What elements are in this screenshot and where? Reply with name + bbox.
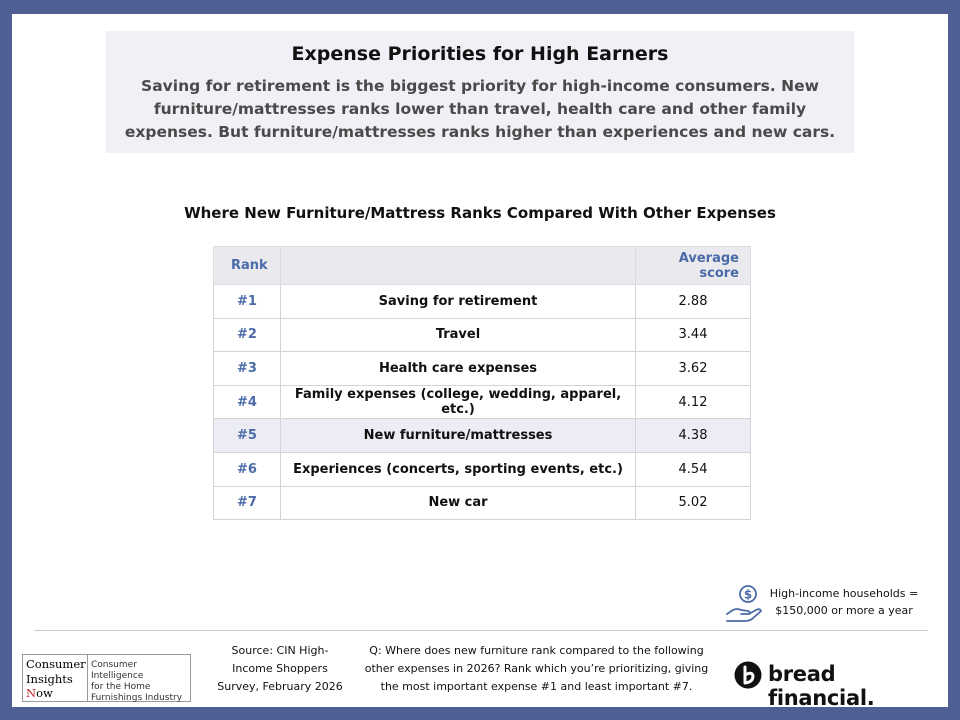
page-title: Expense Priorities for High Earners bbox=[291, 43, 669, 65]
table-row: #3 Health care expenses 3.62 bbox=[213, 351, 751, 386]
bread-financial-logo: bread financial. bbox=[734, 661, 924, 710]
expense-cell: Saving for retirement bbox=[280, 284, 636, 319]
income-legend: $ High-income households = $150,000 or m… bbox=[724, 582, 924, 624]
cin-tagline-line-1: Consumer Intelligence bbox=[91, 660, 144, 681]
cin-tagline-line-2: for the Home bbox=[91, 682, 151, 692]
expense-cell: New car bbox=[280, 485, 636, 521]
score-cell: 3.62 bbox=[635, 351, 751, 386]
header-box: Expense Priorities for High Earners Savi… bbox=[106, 31, 854, 153]
score-cell: 2.88 bbox=[635, 284, 751, 319]
rank-cell: #6 bbox=[213, 451, 281, 487]
score-cell: 4.38 bbox=[635, 418, 751, 453]
bread-financial-mark: . bbox=[866, 686, 875, 710]
rank-table: Rank Average score #1 Saving for retireme… bbox=[213, 246, 751, 521]
cin-logo-tagline: Consumer Intelligence for the Home Furni… bbox=[91, 660, 189, 704]
table-row: #5 New furniture/mattresses 4.38 bbox=[213, 418, 751, 453]
bread-financial-wordmark: bread financial. bbox=[768, 662, 924, 710]
expense-cell: New furniture/mattresses bbox=[280, 418, 636, 453]
cin-logo-line-1: Consumer bbox=[26, 657, 86, 671]
table-row: #6 Experiences (concerts, sporting events… bbox=[213, 451, 751, 487]
svg-text:$: $ bbox=[744, 588, 752, 602]
cin-logo-wordmark: Consumer Insights Now bbox=[23, 655, 88, 701]
rank-cell: #3 bbox=[213, 351, 281, 386]
source-note: Source: CIN High- Income Shoppers Survey… bbox=[215, 642, 345, 696]
source-line-1: Source: CIN High- bbox=[231, 644, 329, 657]
expense-cell: Health care expenses bbox=[280, 351, 636, 386]
rank-cell: #4 bbox=[213, 384, 281, 420]
source-line-3: Survey, February 2026 bbox=[217, 680, 343, 693]
table-row: #7 New car 5.02 bbox=[213, 485, 751, 521]
column-header-rank: Rank bbox=[213, 246, 281, 285]
survey-question: Q: Where does new furniture rank compare… bbox=[364, 642, 709, 696]
expense-cell: Experiences (concerts, sporting events, … bbox=[280, 451, 636, 487]
legend-line-1: High-income households = bbox=[769, 587, 919, 600]
cin-tagline-line-3: Furnishings Industry bbox=[91, 693, 183, 703]
expense-cell: Travel bbox=[280, 317, 636, 353]
source-line-2: Income Shoppers bbox=[232, 662, 328, 675]
table-row: #4 Family expenses (college, wedding, app… bbox=[213, 384, 751, 420]
score-cell: 3.44 bbox=[635, 317, 751, 353]
column-header-score: Average score bbox=[635, 246, 751, 285]
table-title: Where New Furniture/Mattress Ranks Compa… bbox=[184, 204, 776, 222]
bread-financial-name: bread financial bbox=[768, 662, 867, 710]
table-row: #1 Saving for retirement 2.88 bbox=[213, 284, 751, 319]
column-header-expense bbox=[280, 246, 636, 285]
cin-logo-line-2: Insights bbox=[26, 671, 73, 686]
bread-b-icon bbox=[734, 661, 762, 689]
score-cell: 4.54 bbox=[635, 451, 751, 487]
slide: Expense Priorities for High Earners Savi… bbox=[12, 14, 948, 710]
cin-logo: Consumer Insights Now Consumer Intellige… bbox=[22, 654, 191, 704]
footer-divider bbox=[34, 630, 928, 631]
cin-logo-line-3: Now bbox=[26, 686, 87, 701]
legend-line-2: $150,000 or more a year bbox=[775, 604, 913, 617]
rank-cell: #7 bbox=[213, 485, 281, 521]
cin-logo-line-3-rest: ow bbox=[36, 686, 53, 700]
table-row: #2 Travel 3.44 bbox=[213, 317, 751, 353]
page-subtitle: Saving for retirement is the biggest pri… bbox=[124, 77, 836, 141]
money-hand-icon: $ bbox=[726, 585, 762, 622]
rank-cell: #5 bbox=[213, 418, 281, 453]
score-cell: 4.12 bbox=[635, 384, 751, 420]
question-line-1: Q: Where does new furniture rank compare… bbox=[369, 644, 704, 657]
rank-cell: #1 bbox=[213, 284, 281, 319]
rank-cell: #2 bbox=[213, 317, 281, 353]
cin-logo-red-letter: N bbox=[26, 686, 37, 700]
score-cell: 5.02 bbox=[635, 485, 751, 521]
legend-text: High-income households = $150,000 or mor… bbox=[764, 585, 924, 619]
table-header-row: Rank Average score bbox=[213, 246, 751, 285]
expense-cell: Family expenses (college, wedding, appar… bbox=[280, 384, 636, 420]
question-line-3: the most important expense #1 and least … bbox=[380, 680, 693, 693]
table-body: #1 Saving for retirement 2.88 #2 Travel 3.44 #… bbox=[213, 284, 751, 521]
question-line-2: other expenses in 2026? Rank which you’r… bbox=[364, 662, 709, 675]
